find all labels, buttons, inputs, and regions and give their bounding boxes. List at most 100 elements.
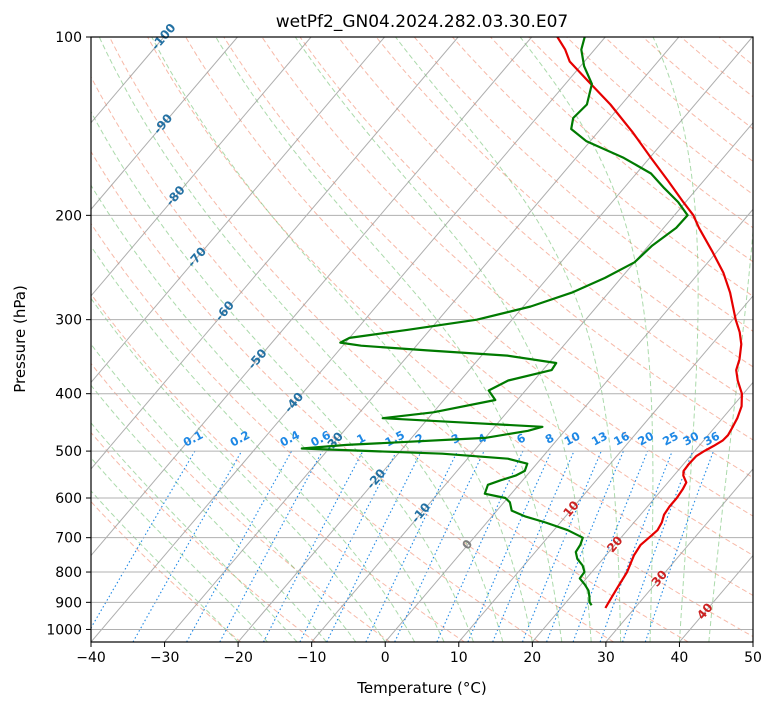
dry-adiabat bbox=[91, 431, 316, 642]
mixing-ratio-line bbox=[572, 450, 649, 642]
chart-title: wetPf2_GN04.2024.282.03.30.E07 bbox=[276, 12, 568, 32]
moist-adiabat bbox=[91, 184, 445, 642]
dry-adiabat bbox=[680, 37, 753, 98]
y-tick-label: 700 bbox=[55, 531, 82, 547]
mixing-ratio-label: 20 bbox=[635, 429, 656, 449]
dry-adiabat bbox=[91, 293, 465, 642]
dry-adiabat bbox=[642, 37, 753, 130]
dry-adiabat bbox=[566, 37, 753, 196]
moist-adiabat bbox=[91, 245, 416, 642]
moist-adiabat bbox=[91, 110, 474, 642]
mixing-ratio-label: 0.2 bbox=[228, 428, 253, 450]
y-tick-label: 600 bbox=[55, 491, 82, 507]
dry-adiabat bbox=[91, 150, 614, 642]
dry-adiabat bbox=[91, 75, 689, 642]
y-tick-label: 900 bbox=[55, 595, 82, 611]
y-tick-label: 1000 bbox=[46, 622, 82, 638]
y-axis-label: Pressure (hPa) bbox=[11, 285, 29, 393]
mixing-ratio-line bbox=[91, 450, 196, 629]
moist-adiabat bbox=[652, 37, 699, 642]
mixing-ratio-label: 8 bbox=[543, 431, 557, 447]
moist-adiabat bbox=[91, 490, 239, 642]
mixing-ratio-label: 16 bbox=[611, 429, 632, 449]
y-tick-label: 300 bbox=[55, 313, 82, 329]
moist-adiabat bbox=[215, 37, 563, 642]
mixing-ratio-line bbox=[219, 450, 323, 642]
y-tick-label: 800 bbox=[55, 565, 82, 581]
dry-adiabat bbox=[185, 37, 753, 556]
mixing-ratio-line bbox=[436, 450, 524, 642]
mixing-ratio-line bbox=[326, 450, 422, 642]
mixing-ratio-line bbox=[132, 450, 243, 642]
mixing-ratio-line bbox=[467, 450, 552, 642]
mixing-ratio-label: 30 bbox=[680, 429, 701, 449]
y-tick-label: 400 bbox=[55, 387, 82, 403]
isotherm-line bbox=[91, 37, 312, 297]
mixing-ratio-line bbox=[622, 450, 694, 642]
moist-adiabat bbox=[394, 37, 622, 642]
moist-adiabat bbox=[91, 343, 357, 642]
x-axis-ticks: −40 −30 −20 −10 0 10 20 30 40 50 bbox=[76, 642, 762, 666]
x-tick-label: 0 bbox=[381, 650, 390, 666]
isotherm-line bbox=[91, 37, 238, 211]
mixing-ratio-label: 36 bbox=[701, 429, 722, 449]
y-tick-label: 200 bbox=[55, 208, 82, 224]
y-axis-ticks: 100 200 300 400 500 600 700 800 900 1000 bbox=[46, 30, 91, 638]
mixing-ratio-line bbox=[546, 450, 624, 642]
dry-adiabat bbox=[337, 37, 753, 404]
moist-adiabat bbox=[708, 226, 753, 642]
dry-adiabat bbox=[299, 37, 753, 441]
dry-adiabat bbox=[757, 37, 775, 642]
isotherm-line bbox=[311, 122, 753, 642]
sounding-profiles bbox=[300, 37, 744, 609]
background-lines bbox=[91, 37, 775, 642]
x-tick-label: 10 bbox=[450, 650, 468, 666]
temperature-line bbox=[556, 37, 744, 609]
mixing-ratio-label: 13 bbox=[589, 429, 610, 449]
isotherm-line bbox=[91, 37, 533, 557]
x-tick-label: −40 bbox=[76, 650, 106, 666]
dry-adiabat bbox=[91, 362, 391, 642]
moist-adiabat bbox=[519, 37, 654, 642]
dry-adiabat bbox=[147, 37, 753, 596]
isotherm-line bbox=[531, 381, 753, 642]
dry-adiabat bbox=[375, 37, 753, 368]
moist-adiabat bbox=[91, 297, 386, 642]
mixing-ratio-line bbox=[644, 450, 715, 642]
mixing-ratio-label: 0.4 bbox=[277, 428, 302, 450]
dry-adiabat bbox=[413, 37, 753, 332]
mixing-ratio-line bbox=[521, 450, 602, 642]
dry-adiabat bbox=[91, 222, 540, 642]
mixing-ratio-line bbox=[492, 450, 575, 642]
x-tick-label: −30 bbox=[150, 650, 180, 666]
x-tick-label: 30 bbox=[597, 650, 615, 666]
dewpoint-line bbox=[300, 37, 689, 606]
x-tick-label: −20 bbox=[223, 650, 253, 666]
isotherm-line bbox=[91, 37, 385, 384]
x-tick-label: 20 bbox=[523, 650, 541, 666]
moist-adiabat bbox=[98, 37, 504, 642]
isotherm-line bbox=[752, 641, 753, 642]
mixing-ratio-line bbox=[186, 450, 293, 642]
moist-adiabat bbox=[91, 422, 298, 642]
isotherm-line bbox=[679, 554, 753, 642]
mixing-ratio-label: 25 bbox=[660, 429, 681, 449]
isotherm-line bbox=[164, 37, 680, 642]
dry-adiabat bbox=[109, 37, 753, 638]
moist-adiabat bbox=[91, 457, 268, 642]
mixing-ratio-label: 10 bbox=[562, 429, 583, 449]
dry-adiabat bbox=[261, 37, 753, 479]
isotherm-line bbox=[237, 37, 753, 642]
pressure-gridlines bbox=[91, 36, 753, 630]
isotherm-line bbox=[91, 37, 459, 470]
moist-adiabat bbox=[294, 37, 592, 642]
moist-adiabat bbox=[151, 37, 533, 642]
mixing-ratio-line bbox=[299, 450, 398, 642]
plot-frame bbox=[90, 36, 754, 643]
x-tick-label: −10 bbox=[297, 650, 327, 666]
mixing-ratio-label: 2 bbox=[413, 431, 427, 447]
y-tick-label: 100 bbox=[55, 30, 82, 46]
x-axis-label: Temperature (°C) bbox=[356, 679, 486, 697]
